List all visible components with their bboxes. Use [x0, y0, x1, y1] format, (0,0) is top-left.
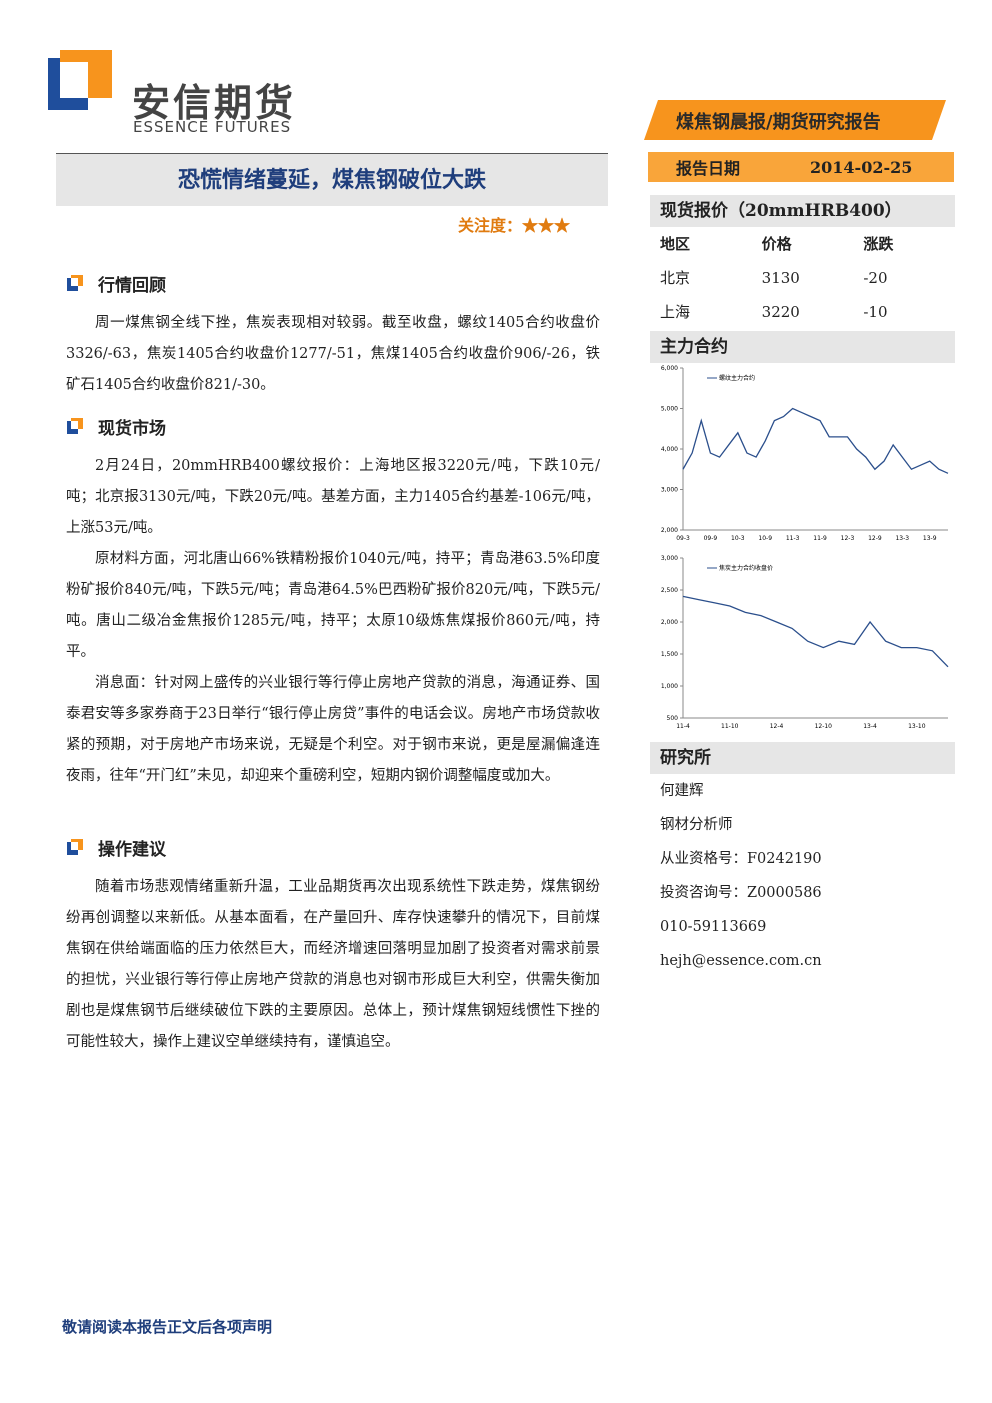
date-label: 报告日期 — [676, 159, 741, 178]
x-tick-label: 13-10 — [908, 723, 926, 730]
logo-cn: 安信期货 — [132, 80, 297, 125]
y-tick-label: 500 — [667, 715, 679, 722]
y-tick-label: 1,000 — [661, 683, 678, 690]
x-tick-label: 13-3 — [895, 535, 909, 542]
y-tick-label: 1,500 — [661, 651, 678, 658]
charts: 2,000 3,000 4,000 5,000 6,000 09-3 09-9 10-3 10-… — [661, 365, 949, 730]
logo-icon — [48, 50, 112, 110]
cell: -20 — [863, 269, 888, 287]
research-line: 010-59113669 — [660, 919, 767, 935]
paragraph: 原材料方面，河北唐山66%铁精粉报价1040元/吨，持平；青岛港63.5%印度粉… — [66, 551, 600, 660]
report-title: 恐慌情绪蔓延，煤焦钢破位大跌 — [56, 153, 608, 206]
research-lines: 何建辉钢材分析师从业资格号：F0242190 投资咨询号：Z0000586 010-… — [650, 774, 955, 978]
research-line: 从业资格号：F0242190 — [660, 851, 822, 867]
header-cell: 价格 — [761, 235, 792, 253]
spot-table: 地区 价格 涨跌北京 3130 -20 上海 3220 -10 — [650, 227, 955, 329]
y-tick-label: 3,000 — [661, 487, 678, 494]
x-tick-label: 11-9 — [813, 535, 827, 542]
y-tick-label: 4,000 — [661, 446, 678, 453]
line — [682, 595, 949, 668]
x-tick-label: 09-3 — [676, 535, 690, 542]
footer: 敬请阅读本报告正文后各项声明 — [62, 1318, 273, 1336]
x-tick-label: 11-4 — [676, 723, 690, 730]
cell: 北京 — [660, 269, 691, 287]
section-title: 行情回顾 — [98, 275, 166, 296]
research-line: 投资咨询号：Z0000586 — [660, 885, 822, 901]
line — [682, 407, 949, 474]
contract-title: 主力合约 — [650, 331, 955, 363]
x-tick-label: 13-9 — [923, 535, 937, 542]
section-icon — [67, 418, 83, 434]
legend-label: 螺纹主力合约 — [719, 374, 755, 382]
y-tick-label: 2,500 — [661, 587, 678, 594]
paragraph: 周一煤焦钢全线下挫，焦炭表现相对较弱。截至收盘，螺纹1405合约收盘价3326/… — [66, 315, 600, 393]
x-tick-label: 11-3 — [786, 535, 800, 542]
banner-bg — [644, 100, 946, 140]
x-tick-label: 11-10 — [721, 723, 739, 730]
logo-en: ESSENCE FUTURES — [133, 118, 292, 136]
cell: 3130 — [761, 269, 800, 287]
table-row: 北京 3130 -20 — [650, 261, 955, 295]
section-heading: 行情回顾 — [66, 268, 600, 298]
section-icon — [67, 275, 83, 291]
paragraph: 消息面：针对网上盛传的兴业银行等行停止房地产贷款的消息，海通证券、国泰君安等多家… — [66, 675, 600, 784]
table-header: 地区 价格 涨跌 — [650, 227, 955, 261]
banner: 煤焦钢晨报/期货研究报告 — [676, 112, 881, 133]
cell: -10 — [863, 303, 888, 321]
section-icon — [67, 839, 83, 855]
paragraph: 2月24日，20mmHRB400螺纹报价：上海地区报3220元/吨，下跌10元/… — [66, 458, 600, 536]
research-line: 何建辉 — [660, 783, 704, 799]
legend-label: 焦炭主力合约收盘价 — [719, 564, 773, 572]
y-tick-label: 2,000 — [661, 527, 678, 534]
section-heading: 现货市场 — [66, 411, 600, 441]
x-tick-label: 12-3 — [841, 535, 855, 542]
y-tick-label: 5,000 — [661, 406, 678, 413]
attention: 关注度：★★★ — [458, 216, 571, 235]
spot-title: 现货报价（20mmHRB400） — [650, 195, 955, 227]
y-tick-label: 2,000 — [661, 619, 678, 626]
section-title: 现货市场 — [98, 418, 166, 439]
research-title: 研究所 — [650, 742, 955, 774]
paragraph: 随着市场悲观情绪重新升温，工业品期货再次出现系统性下跌走势，煤焦钢纷纷再创调整以… — [66, 879, 600, 1050]
research-line: 钢材分析师 — [660, 817, 733, 833]
sidebar: 现货报价（20mmHRB400） 地区 价格 涨跌北京 3130 -20 上海 3220 -1… — [650, 195, 955, 363]
header-cell: 涨跌 — [863, 235, 894, 253]
x-tick-label: 10-9 — [758, 535, 772, 542]
y-tick-label: 3,000 — [661, 555, 678, 562]
main-column: 行情回顾周一煤焦钢全线下挫，焦炭表现相对较弱。截至收盘，螺纹1405合约收盘价3… — [66, 268, 600, 1058]
cell: 3220 — [761, 303, 800, 321]
date-bar: 报告日期 2014-02-25 — [648, 152, 954, 182]
research: 研究所 何建辉钢材分析师从业资格号：F0242190 投资咨询号：Z0000586… — [650, 742, 955, 978]
x-tick-label: 13-4 — [863, 723, 877, 730]
date: 2014-02-25 — [810, 157, 913, 177]
x-tick-label: 12-4 — [770, 723, 784, 730]
header-cell: 地区 — [660, 235, 691, 253]
y-tick-label: 6,000 — [661, 365, 678, 372]
section-heading: 操作建议 — [66, 832, 600, 862]
x-tick-label: 12-9 — [868, 535, 882, 542]
x-tick-label: 09-9 — [704, 535, 718, 542]
table-row: 上海 3220 -10 — [650, 295, 955, 329]
research-line: hejh@essence.com.cn — [660, 953, 822, 969]
section-title: 操作建议 — [98, 839, 166, 860]
cell: 上海 — [660, 303, 691, 321]
x-tick-label: 10-3 — [731, 535, 745, 542]
x-tick-label: 12-10 — [815, 723, 833, 730]
